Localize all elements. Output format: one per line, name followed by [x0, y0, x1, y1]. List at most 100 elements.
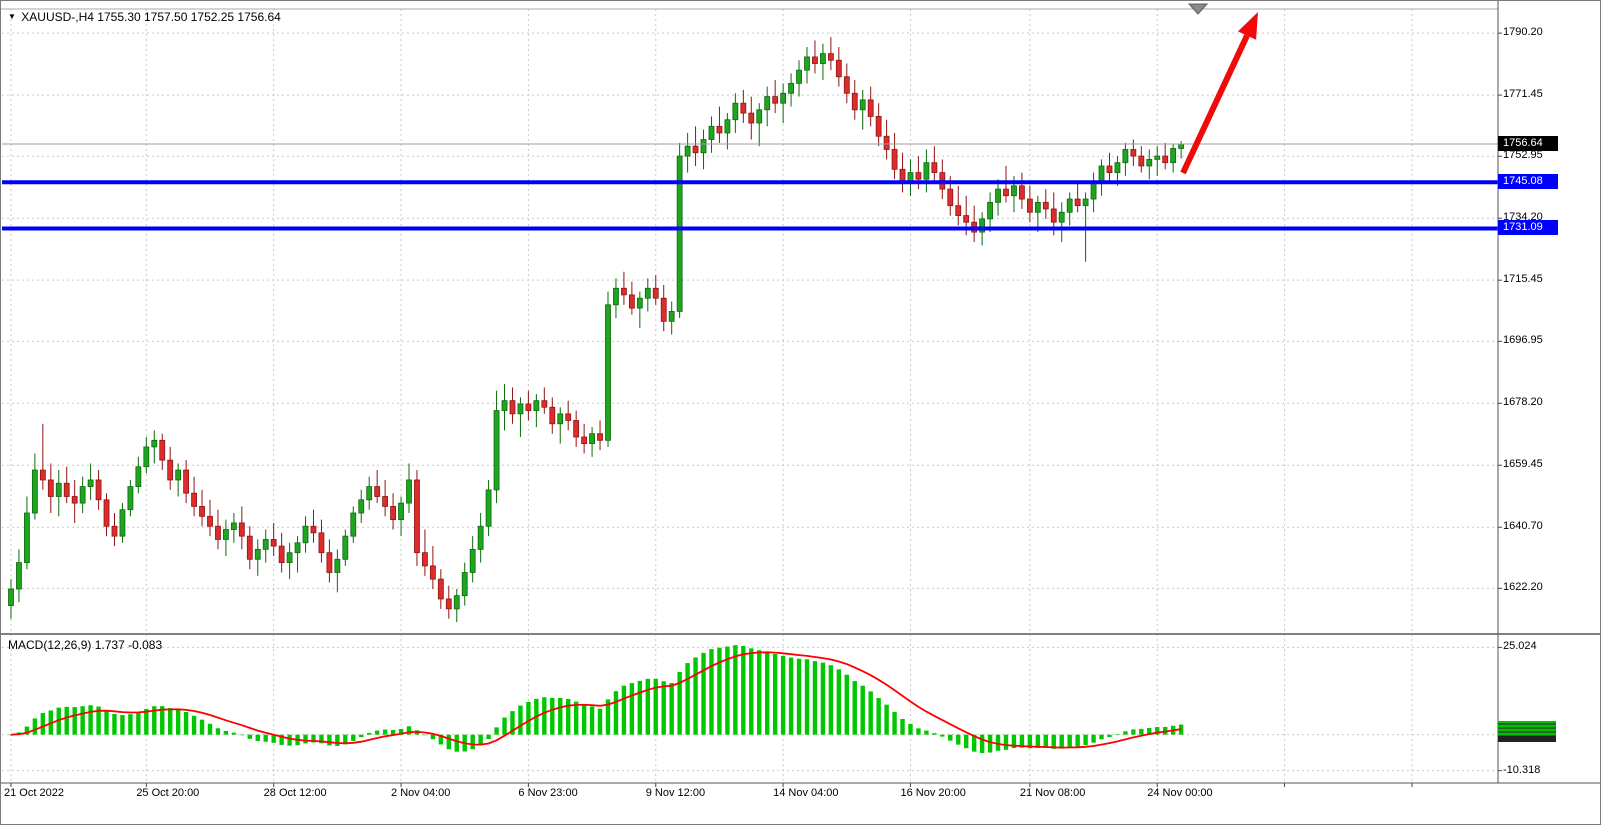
macd-name: MACD(12,26,9) [8, 638, 92, 652]
candle-body [875, 116, 882, 137]
macd-bar [924, 730, 929, 735]
candle-body [24, 512, 30, 563]
candle-body [915, 172, 922, 180]
candle-body [8, 588, 14, 606]
macd-bar [573, 701, 579, 735]
macd-bar [717, 647, 722, 735]
candle-body [525, 403, 532, 411]
macd-bar [948, 734, 953, 741]
candle-body [63, 482, 70, 497]
candle-body [509, 400, 516, 415]
macd-bar [558, 697, 563, 735]
macd-bar [24, 726, 30, 735]
macd-bar [470, 734, 475, 750]
macd-bar [526, 702, 531, 735]
macd-bar [828, 665, 834, 735]
macd-bar [780, 655, 786, 735]
candle-body [1098, 165, 1105, 183]
candle-body [119, 509, 126, 537]
candle-body [931, 162, 938, 173]
candle-body [246, 535, 253, 560]
macd-bar [88, 705, 93, 735]
candle-body [636, 297, 643, 309]
candle-body [183, 469, 190, 494]
macd-bar [932, 733, 937, 735]
object-anchor-triangle-icon[interactable] [1187, 3, 1209, 15]
macd-bar [979, 734, 985, 754]
candle-body [541, 400, 548, 408]
macd-bar [1027, 734, 1033, 749]
candle-body [414, 479, 420, 554]
macd-bar [884, 704, 889, 735]
chart-header: ▼ XAUUSD-,H4 1755.30 1757.50 1752.25 175… [8, 10, 281, 24]
candle-body [223, 529, 229, 540]
candle-body [278, 545, 285, 563]
candle-body [589, 433, 595, 445]
macd-bar [223, 730, 229, 735]
candle-body [270, 539, 277, 547]
candle-body [334, 558, 341, 573]
macd-bar [940, 734, 945, 737]
macd-bar [844, 674, 849, 735]
macd-bar [725, 646, 730, 735]
candle-body [772, 96, 779, 104]
candle-body [573, 420, 580, 438]
macd-bar [987, 734, 993, 753]
macd-bar [327, 734, 332, 746]
macd-label: MACD(12,26,9) 1.737 -0.083 [8, 638, 162, 652]
macd-bar [542, 697, 547, 735]
candle-body [350, 512, 357, 537]
candle-body [732, 102, 739, 121]
candle-body [254, 548, 261, 560]
candle-body [652, 287, 659, 299]
candle-body [326, 552, 333, 573]
candles-layer [8, 37, 1185, 623]
macd-bar [653, 678, 658, 735]
macd-bar [772, 653, 778, 735]
candle-body [16, 562, 22, 590]
candle-body [1011, 185, 1017, 197]
macd-bar [1123, 731, 1128, 735]
candle-body [1082, 198, 1089, 207]
macd-bar [96, 706, 101, 735]
macd-bar [311, 734, 316, 743]
macd-bar [64, 706, 69, 735]
macd-bar [1003, 734, 1009, 750]
candle-body [127, 486, 134, 511]
price-axis-label: 1771.45 [1503, 88, 1543, 101]
macd-bar [351, 734, 356, 741]
candle-body [461, 572, 468, 597]
candle-body [621, 287, 627, 296]
trend-arrow[interactable] [1180, 12, 1258, 175]
macd-bar [971, 734, 977, 752]
macd-bar [1067, 734, 1072, 748]
macd-bar [287, 734, 292, 746]
macd-bar [1155, 727, 1160, 735]
time-axis-label: 6 Nov 23:00 [518, 787, 578, 799]
candle-body [605, 304, 611, 441]
macd-bar [382, 729, 388, 735]
candle-body [31, 469, 38, 514]
candle-body [406, 479, 412, 504]
price-axis-label: 1659.45 [1503, 458, 1543, 471]
candle-body [390, 506, 396, 521]
candle-body [963, 215, 970, 223]
macd-bar [144, 708, 149, 735]
candle-body [469, 548, 476, 573]
time-axis-label: 21 Oct 2022 [4, 787, 64, 799]
candle-body [979, 218, 986, 233]
candle-body [1122, 149, 1129, 164]
candle-body [71, 496, 78, 504]
macd-bar [701, 652, 706, 735]
candle-body [302, 525, 309, 544]
macd-bar [398, 728, 404, 735]
macd-bar [804, 659, 810, 735]
candle-body [342, 535, 349, 560]
macd-bar [231, 732, 237, 735]
candle-body [1034, 201, 1041, 213]
candle-body [557, 413, 564, 425]
candle-body [1114, 162, 1121, 173]
candle-body [740, 102, 747, 114]
macd-bar [860, 685, 865, 735]
